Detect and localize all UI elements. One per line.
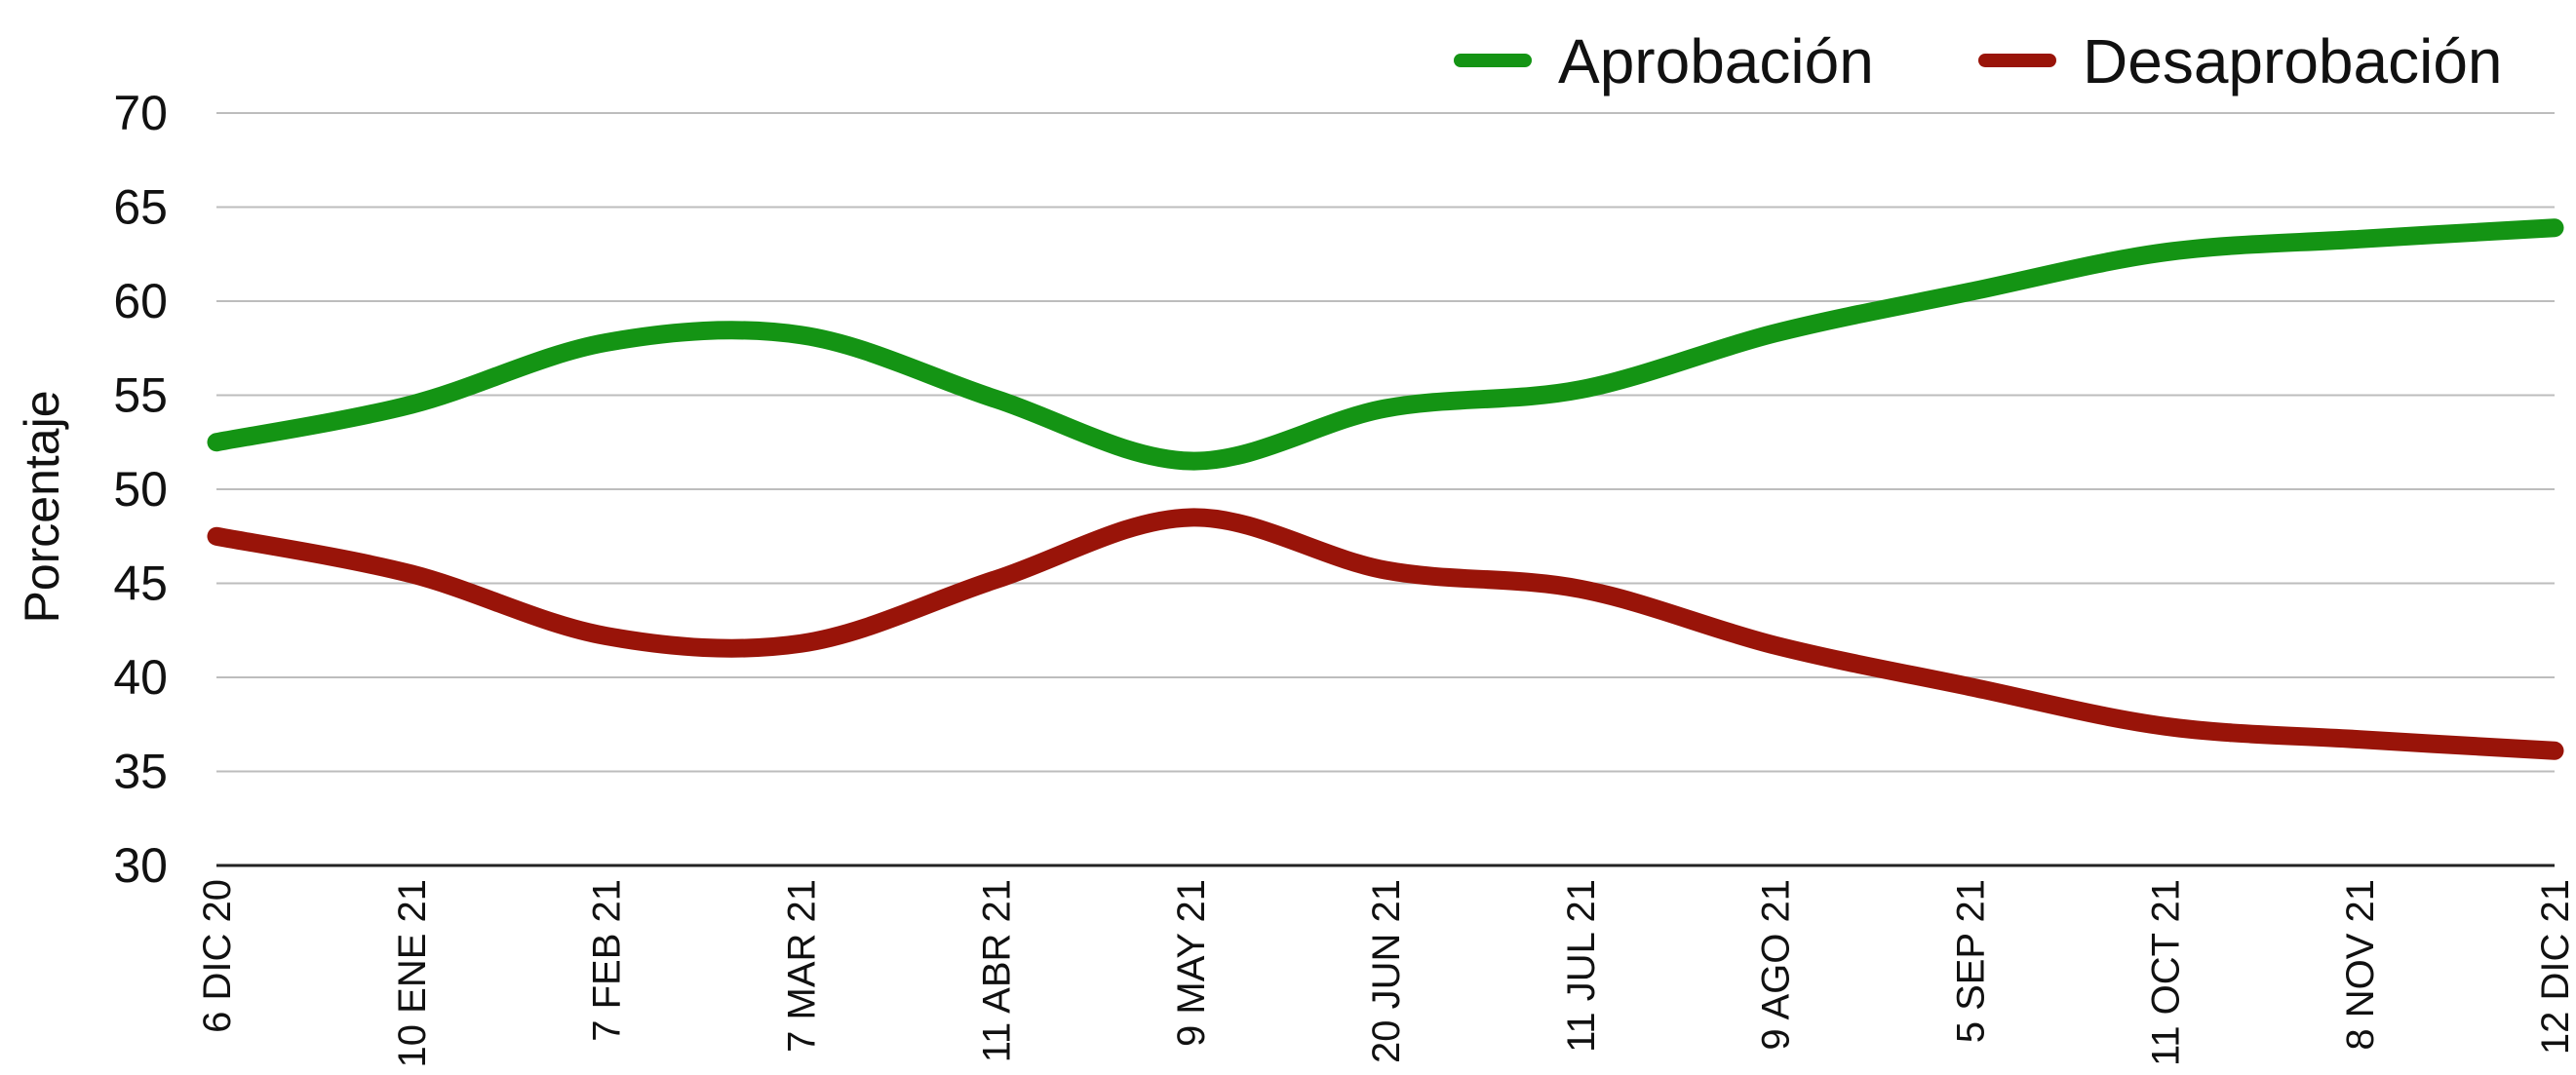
y-tick-label: 65 xyxy=(113,180,168,235)
legend-label: Desaprobación xyxy=(2083,26,2503,96)
x-axis-ticks: 6 DIC 20 10 ENE 21 7 FEB 21 7 MAR 21 11 ABR … xyxy=(196,879,2576,1067)
x-tick-label: 6 DIC 20 xyxy=(196,879,239,1033)
y-tick-label: 60 xyxy=(113,274,168,328)
x-tick-label: 11 ABR 21 xyxy=(975,879,1018,1062)
series-line-1 xyxy=(207,218,2564,471)
x-tick-label: 9 MAY 21 xyxy=(1170,879,1213,1047)
x-tick-label: 11 OCT 21 xyxy=(2144,879,2187,1066)
y-tick-label: 50 xyxy=(113,462,168,517)
y-tick-label: 55 xyxy=(113,368,168,423)
legend-label: Aprobación xyxy=(1558,26,1874,96)
x-tick-label: 12 DIC 21 xyxy=(2534,879,2576,1055)
x-tick-label: 5 SEP 21 xyxy=(1950,879,1993,1043)
x-tick-label: 20 JUN 21 xyxy=(1365,879,1408,1063)
x-tick-label: 10 ENE 21 xyxy=(391,879,434,1067)
x-tick-label: 8 NOV 21 xyxy=(2339,879,2382,1051)
x-tick-label: 7 FEB 21 xyxy=(586,879,629,1042)
y-axis-ticks: 30 35 40 45 50 55 60 65 70 xyxy=(113,86,168,893)
y-axis-title: Porcentaje xyxy=(15,390,69,623)
grid-lines xyxy=(216,112,2555,867)
y-tick-label: 35 xyxy=(113,745,168,799)
legend: Aprobación Desaprobación xyxy=(1454,26,2503,96)
series-lines xyxy=(207,218,2564,760)
series-line-2 xyxy=(207,508,2564,760)
y-tick-label: 70 xyxy=(113,86,168,140)
x-tick-label: 9 AGO 21 xyxy=(1755,879,1798,1051)
y-tick-label: 30 xyxy=(113,838,168,893)
y-tick-label: 45 xyxy=(113,557,168,611)
x-tick-label: 7 MAR 21 xyxy=(781,879,824,1053)
y-tick-label: 40 xyxy=(113,650,168,705)
x-tick-label: 11 JUL 21 xyxy=(1560,879,1603,1053)
